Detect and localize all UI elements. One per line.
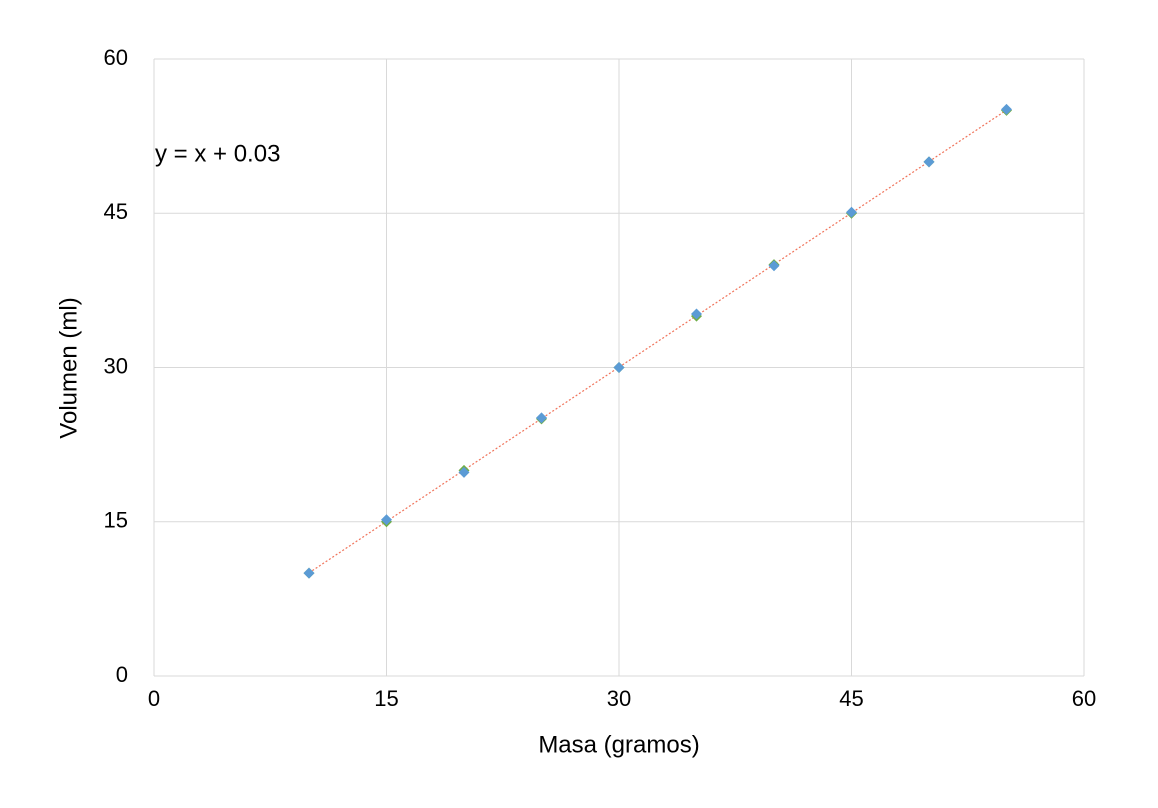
y-tick-label: 0 xyxy=(116,662,128,687)
y-tick-label: 30 xyxy=(104,353,128,378)
data-point xyxy=(846,206,857,218)
y-tick-label: 60 xyxy=(104,45,128,70)
data-point xyxy=(536,412,547,424)
data-point xyxy=(381,514,392,526)
y-tick-label: 45 xyxy=(104,199,128,224)
x-tick-label: 45 xyxy=(839,686,863,711)
x-tick-label: 60 xyxy=(1072,686,1096,711)
x-tick-label: 0 xyxy=(148,686,160,711)
data-point xyxy=(768,260,780,272)
data-point xyxy=(923,156,935,168)
trendline-equation: y = x + 0.03 xyxy=(155,140,280,167)
data-point xyxy=(1001,103,1012,115)
x-tick-label: 15 xyxy=(374,686,398,711)
data-point xyxy=(613,362,625,373)
data-point xyxy=(458,466,470,478)
x-axis-label: Masa (gramos) xyxy=(538,731,699,758)
data-point xyxy=(691,308,702,320)
y-axis-label: Volumen (ml) xyxy=(55,297,82,438)
trendline xyxy=(308,109,1007,574)
y-tick-label: 15 xyxy=(104,508,128,533)
x-tick-label: 30 xyxy=(607,686,631,711)
data-point xyxy=(303,567,315,579)
